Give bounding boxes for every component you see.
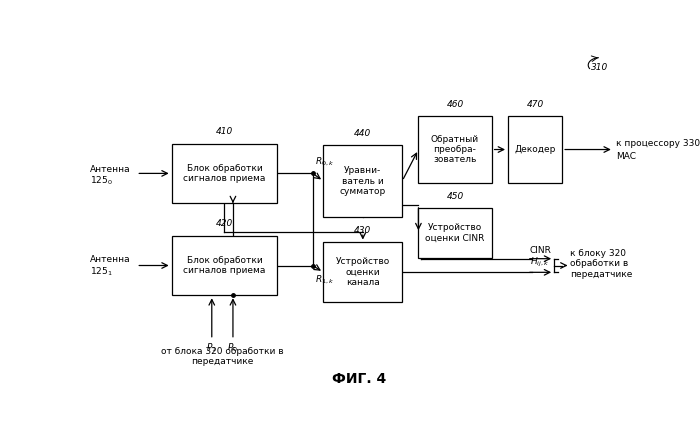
FancyBboxPatch shape <box>172 236 277 295</box>
Text: Антенна: Антенна <box>90 255 131 264</box>
Text: MAC: MAC <box>617 152 636 161</box>
Text: 460: 460 <box>447 100 463 109</box>
FancyBboxPatch shape <box>323 242 402 302</box>
FancyBboxPatch shape <box>508 116 562 183</box>
Text: 450: 450 <box>447 192 463 201</box>
FancyBboxPatch shape <box>419 208 491 258</box>
Text: $125_0$: $125_0$ <box>90 175 113 187</box>
Text: 410: 410 <box>216 127 233 136</box>
Text: $P_1$: $P_1$ <box>206 342 217 354</box>
Text: $125_1$: $125_1$ <box>90 265 113 278</box>
Text: Антенна: Антенна <box>90 165 131 174</box>
FancyBboxPatch shape <box>419 116 491 183</box>
Text: $H_{ij,k}$: $H_{ij,k}$ <box>530 256 549 269</box>
Text: Блок обработки
сигналов приема: Блок обработки сигналов приема <box>183 256 266 275</box>
Text: $R_{0,k}$: $R_{0,k}$ <box>315 156 335 168</box>
Text: $R_{1,k}$: $R_{1,k}$ <box>315 274 335 286</box>
FancyBboxPatch shape <box>323 145 402 217</box>
FancyBboxPatch shape <box>172 144 277 203</box>
Text: Блок обработки
сигналов приема: Блок обработки сигналов приема <box>183 164 266 183</box>
Text: Обратный
преобра-
зователь: Обратный преобра- зователь <box>431 135 479 164</box>
Text: к блоку 320
обработки в
передатчике: к блоку 320 обработки в передатчике <box>570 249 633 279</box>
Text: Уравни-
ватель и
сумматор: Уравни- ватель и сумматор <box>340 166 386 196</box>
Text: Устройство
оценки CINR: Устройство оценки CINR <box>426 223 484 243</box>
Text: от блока 320 обработки в
передатчике: от блока 320 обработки в передатчике <box>161 346 284 366</box>
Text: Декодер: Декодер <box>514 145 556 154</box>
Text: 310: 310 <box>591 63 608 72</box>
Text: 470: 470 <box>526 100 544 109</box>
Text: 420: 420 <box>216 219 233 228</box>
Text: $P_0$: $P_0$ <box>228 342 239 354</box>
Text: CINR: CINR <box>530 246 552 255</box>
Text: Устройство
оценки
канала: Устройство оценки канала <box>336 257 390 287</box>
Text: к процессору 330: к процессору 330 <box>617 139 700 148</box>
Text: 430: 430 <box>354 226 372 235</box>
Text: ФИГ. 4: ФИГ. 4 <box>332 372 386 386</box>
Text: 440: 440 <box>354 129 372 138</box>
